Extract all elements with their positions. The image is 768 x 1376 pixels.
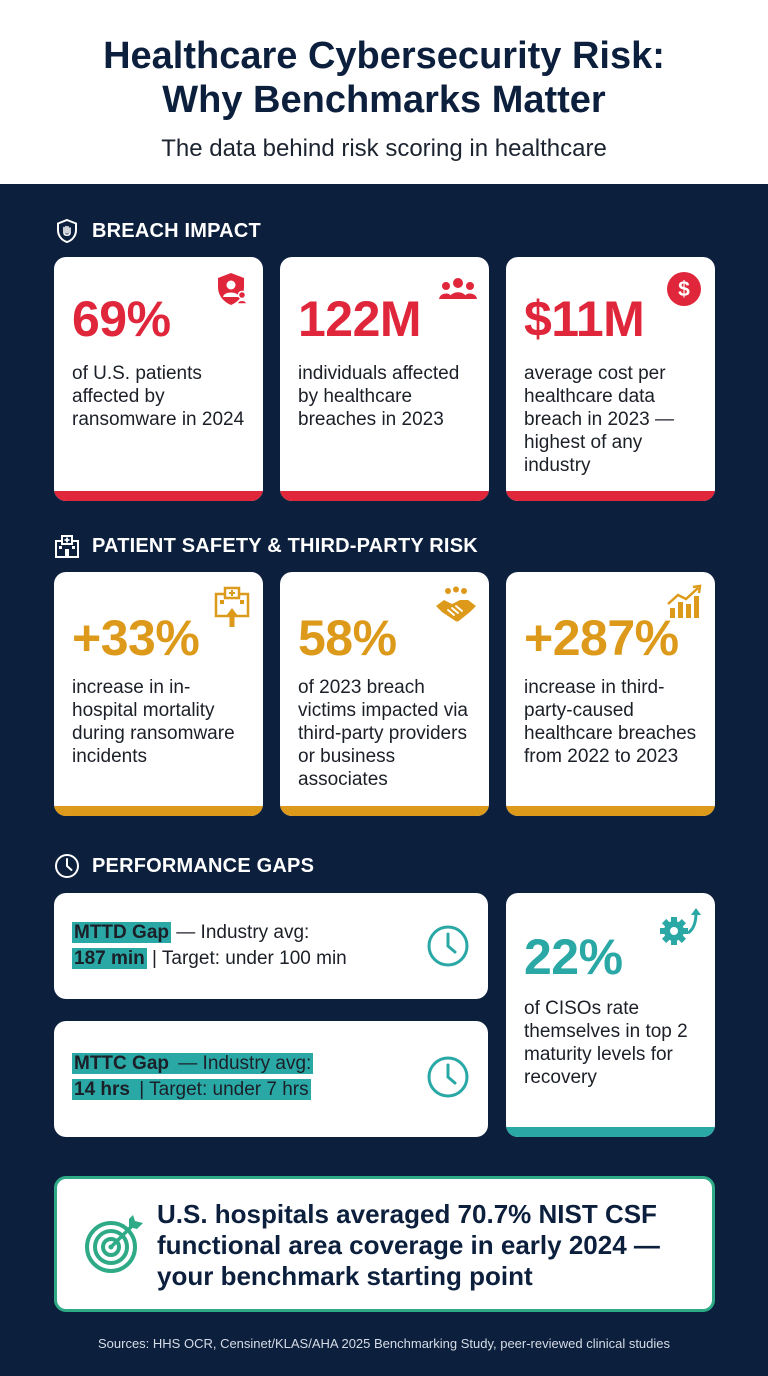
handshake-icon — [436, 586, 476, 622]
hospital-arrow-up-icon — [214, 586, 250, 627]
section-patient-safety: PATIENT SAFETY & THIRD-PARTY RISK — [54, 531, 478, 561]
stat-description: increase in third-party-caused healthcar… — [524, 677, 697, 767]
accent-bar — [54, 491, 263, 501]
stat-value: 22% — [524, 929, 623, 985]
mttd-gap-text: MTTD Gap — Industry avg: 187 min | Targe… — [72, 920, 347, 972]
clock-icon — [55, 854, 79, 878]
mttd-gap-card: MTTD Gap — Industry avg: 187 min | Targe… — [54, 893, 488, 999]
stat-description: of 2023 breach victims impacted via thir… — [298, 677, 468, 790]
stat-card-breach-cost: $ $11M average cost per healthcare data … — [506, 257, 715, 501]
page-title: Healthcare Cybersecurity Risk: Why Bench… — [0, 34, 768, 122]
clock-icon — [427, 925, 469, 967]
section-title: BREACH IMPACT — [92, 219, 261, 242]
stat-description: individuals affected by healthcare breac… — [298, 363, 460, 430]
mttc-target: | Target: under 7 hrs — [131, 1079, 311, 1100]
stat-description: of CISOs rate themselves in top 2 maturi… — [524, 998, 688, 1088]
mttd-value: 187 min — [72, 948, 147, 969]
section-title: PATIENT SAFETY & THIRD-PARTY RISK — [92, 534, 478, 557]
stat-card-individuals-affected: 122M individuals affected by healthcare … — [280, 257, 489, 501]
hospital-icon — [55, 535, 79, 558]
mttc-gap-text: MTTC Gap — Industry avg: 14 hrs | Target… — [72, 1051, 314, 1103]
accent-bar — [506, 1127, 715, 1137]
stat-card-ciso-maturity: 22% of CISOs rate themselves in top 2 ma… — [506, 893, 715, 1137]
stat-description: of U.S. patients affected by ransomware … — [72, 363, 245, 430]
section-breach-impact: BREACH IMPACT — [54, 216, 261, 246]
stat-card-third-party-victims: 58% of 2023 breach victims impacted via … — [280, 572, 489, 816]
target-icon — [85, 1215, 143, 1273]
mttc-gap-card: MTTC Gap — Industry avg: 14 hrs | Target… — [54, 1021, 488, 1137]
shield-user-icon — [218, 273, 248, 305]
dollar-icon: $ — [667, 272, 701, 306]
clock-icon — [427, 1056, 469, 1098]
people-group-icon — [439, 278, 477, 299]
title-line-2: Why Benchmarks Matter — [162, 79, 606, 121]
mttc-label: MTTC Gap — [72, 1053, 171, 1074]
mttc-value: 14 hrs — [72, 1079, 132, 1100]
accent-bar — [506, 806, 715, 816]
section-performance-gaps: PERFORMANCE GAPS — [54, 851, 314, 881]
header: Healthcare Cybersecurity Risk: Why Bench… — [0, 0, 768, 184]
section-title: PERFORMANCE GAPS — [92, 854, 315, 877]
stat-value: +287% — [524, 610, 679, 666]
accent-bar — [280, 491, 489, 501]
stat-value: 69% — [72, 291, 171, 347]
mttc-mid: — Industry avg: — [171, 1053, 314, 1074]
svg-text:$: $ — [678, 278, 690, 301]
shield-hand-icon — [57, 218, 77, 244]
stat-card-mortality-increase: +33% increase in in-hospital mortality d… — [54, 572, 263, 816]
stat-value: 122M — [298, 291, 422, 347]
stat-description: increase in in-hospital mortality during… — [72, 677, 235, 767]
mttd-label: MTTD Gap — [72, 922, 171, 943]
stat-value: 58% — [298, 610, 397, 666]
accent-bar — [54, 806, 263, 816]
stat-value: $11M — [524, 291, 645, 347]
sources-note: Sources: HHS OCR, Censinet/KLAS/AHA 2025… — [97, 1336, 671, 1351]
accent-bar — [280, 806, 489, 816]
stat-value: +33% — [72, 610, 200, 666]
stat-card-third-party-breaches: +287% increase in third-party-caused hea… — [506, 572, 715, 816]
page-subtitle: The data behind risk scoring in healthca… — [161, 135, 607, 162]
benchmark-callout: U.S. hospitals averaged 70.7% NIST CSF f… — [54, 1176, 715, 1312]
benchmark-statement: U.S. hospitals averaged 70.7% NIST CSF f… — [157, 1199, 660, 1291]
mttd-mid: — Industry avg: — [171, 922, 310, 943]
growth-chart-icon — [667, 584, 702, 618]
title-line-1: Healthcare Cybersecurity Risk: — [103, 35, 665, 77]
accent-bar — [506, 491, 715, 501]
gear-arrow-icon — [660, 908, 701, 945]
mttd-target: | Target: under 100 min — [146, 948, 347, 969]
stat-card-patients-ransomware: 69% of U.S. patients affected by ransomw… — [54, 257, 263, 501]
stat-description: average cost per healthcare data breach … — [524, 363, 674, 476]
